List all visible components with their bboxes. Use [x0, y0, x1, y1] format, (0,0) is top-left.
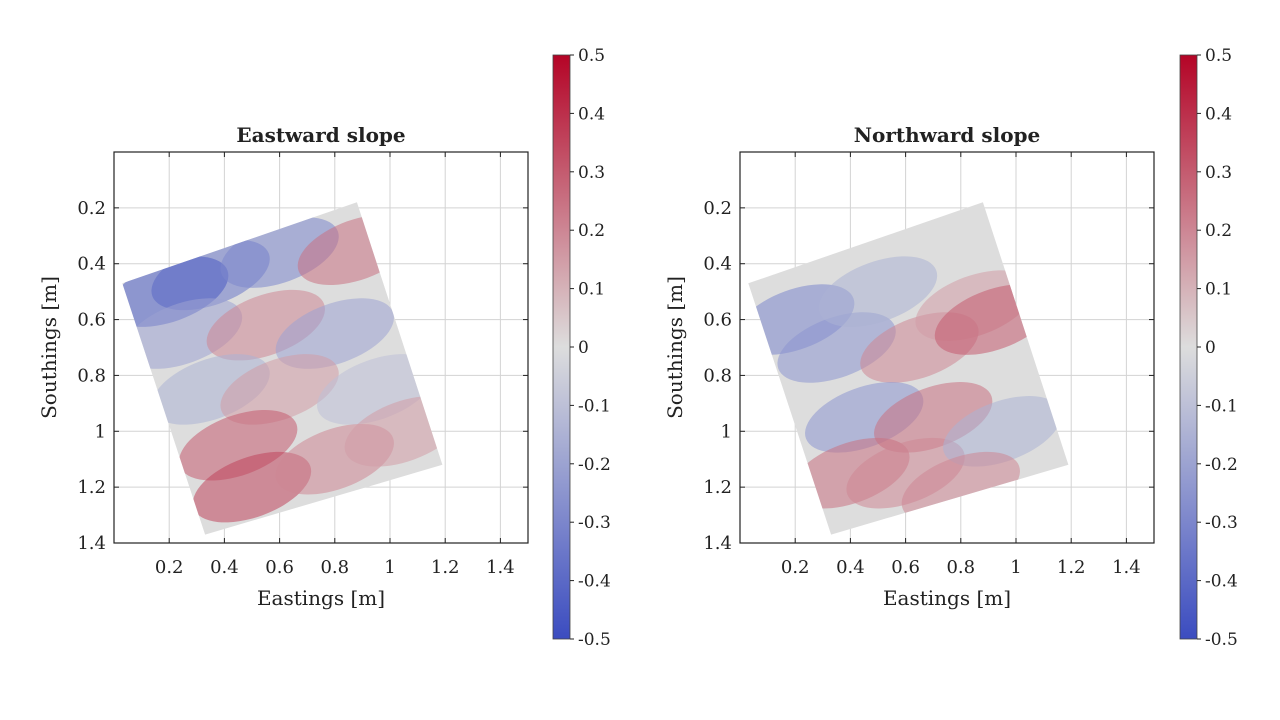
colorbar-tick-label: -0.1	[578, 396, 611, 416]
y-tick-label: 0.8	[77, 365, 106, 386]
y-tick-label: 1	[721, 421, 732, 442]
x-tick-label: 0.2	[155, 557, 184, 578]
x-tick-label: 0.4	[836, 557, 865, 578]
x-tick-label: 0.6	[891, 557, 920, 578]
slope-features	[748, 256, 1062, 523]
colorbar-tick-label: -0.1	[1205, 396, 1238, 416]
y-tick-label: 1.2	[77, 477, 106, 498]
x-tick-label: 0.6	[265, 557, 294, 578]
colorbar-tick-label: 0.5	[578, 46, 605, 66]
x-tick-label: 1	[384, 557, 395, 578]
colorbar-tick-label: 0.3	[578, 163, 605, 183]
colorbar-tick-label: -0.3	[578, 513, 611, 533]
slope-patch	[275, 298, 394, 369]
y-tick-label: 0.4	[703, 254, 732, 275]
axes-frame	[113, 151, 529, 544]
x-axis-label: Eastings [m]	[257, 586, 385, 610]
x-tick-label: 1.2	[1057, 557, 1086, 578]
chart-title: Northward slope	[854, 123, 1041, 147]
y-axis-label: Southings [m]	[37, 276, 61, 419]
colorbar-tick-label: -0.4	[1205, 572, 1238, 592]
colorbar-tick-label: 0	[1205, 338, 1216, 358]
y-tick-label: 0.6	[77, 310, 106, 331]
y-axis-label: Southings [m]	[663, 276, 687, 419]
x-tick-label: 1	[1010, 557, 1021, 578]
x-tick-label: 0.8	[946, 557, 975, 578]
axes-frame	[739, 151, 1155, 544]
colorbar-tick-label: -0.2	[578, 455, 611, 475]
colorbar-tick-label: 0.2	[1205, 221, 1232, 241]
slope-patch	[818, 256, 938, 327]
colorbar-tick-label: -0.3	[1205, 513, 1238, 533]
x-tick-label: 0.2	[781, 557, 810, 578]
colorbar	[552, 54, 571, 640]
x-axis-label: Eastings [m]	[883, 586, 1011, 610]
colorbar-tick-label: 0.5	[1205, 46, 1232, 66]
y-tick-label: 1.2	[703, 477, 732, 498]
x-tick-label: 1.4	[1112, 557, 1141, 578]
slope-patch	[220, 354, 339, 425]
colorbar-tick-label: 0	[578, 338, 589, 358]
colorbar-tick-label: -0.2	[1205, 455, 1238, 475]
y-tick-label: 1.4	[703, 533, 732, 554]
x-tick-label: 0.8	[320, 557, 349, 578]
colorbar-tick-label: 0.4	[578, 104, 605, 124]
chart-title: Eastward slope	[236, 123, 405, 147]
y-tick-label: 0.8	[703, 365, 732, 386]
slope-patch	[943, 396, 1062, 467]
y-tick-label: 0.6	[703, 310, 732, 331]
colorbar-tick-label: 0.1	[1205, 280, 1232, 300]
colorbar-tick-label: -0.5	[1205, 630, 1238, 650]
x-tick-label: 1.2	[431, 557, 460, 578]
panel-eastward: Eastward slope Eastings [m] Southings [m…	[37, 46, 611, 650]
x-tick-label: 0.4	[210, 557, 239, 578]
slope-features	[122, 214, 443, 523]
colorbar-tick-label: 0.4	[1205, 104, 1232, 124]
x-tick-label: 1.4	[486, 557, 515, 578]
y-tick-label: 1.4	[77, 533, 106, 554]
colorbar-tick-label: -0.5	[578, 630, 611, 650]
y-tick-label: 0.4	[77, 254, 106, 275]
colorbar-tick-label: -0.4	[578, 572, 611, 592]
panel-northward: Northward slope Eastings [m] Southings […	[663, 46, 1238, 650]
colorbar-tick-label: 0.1	[578, 280, 605, 300]
colorbar-tick-label: 0.2	[578, 221, 605, 241]
colorbar	[1179, 54, 1198, 640]
y-tick-label: 0.2	[77, 198, 106, 219]
y-tick-label: 1	[95, 421, 106, 442]
y-tick-label: 0.2	[703, 198, 732, 219]
colorbar-tick-label: 0.3	[1205, 163, 1232, 183]
